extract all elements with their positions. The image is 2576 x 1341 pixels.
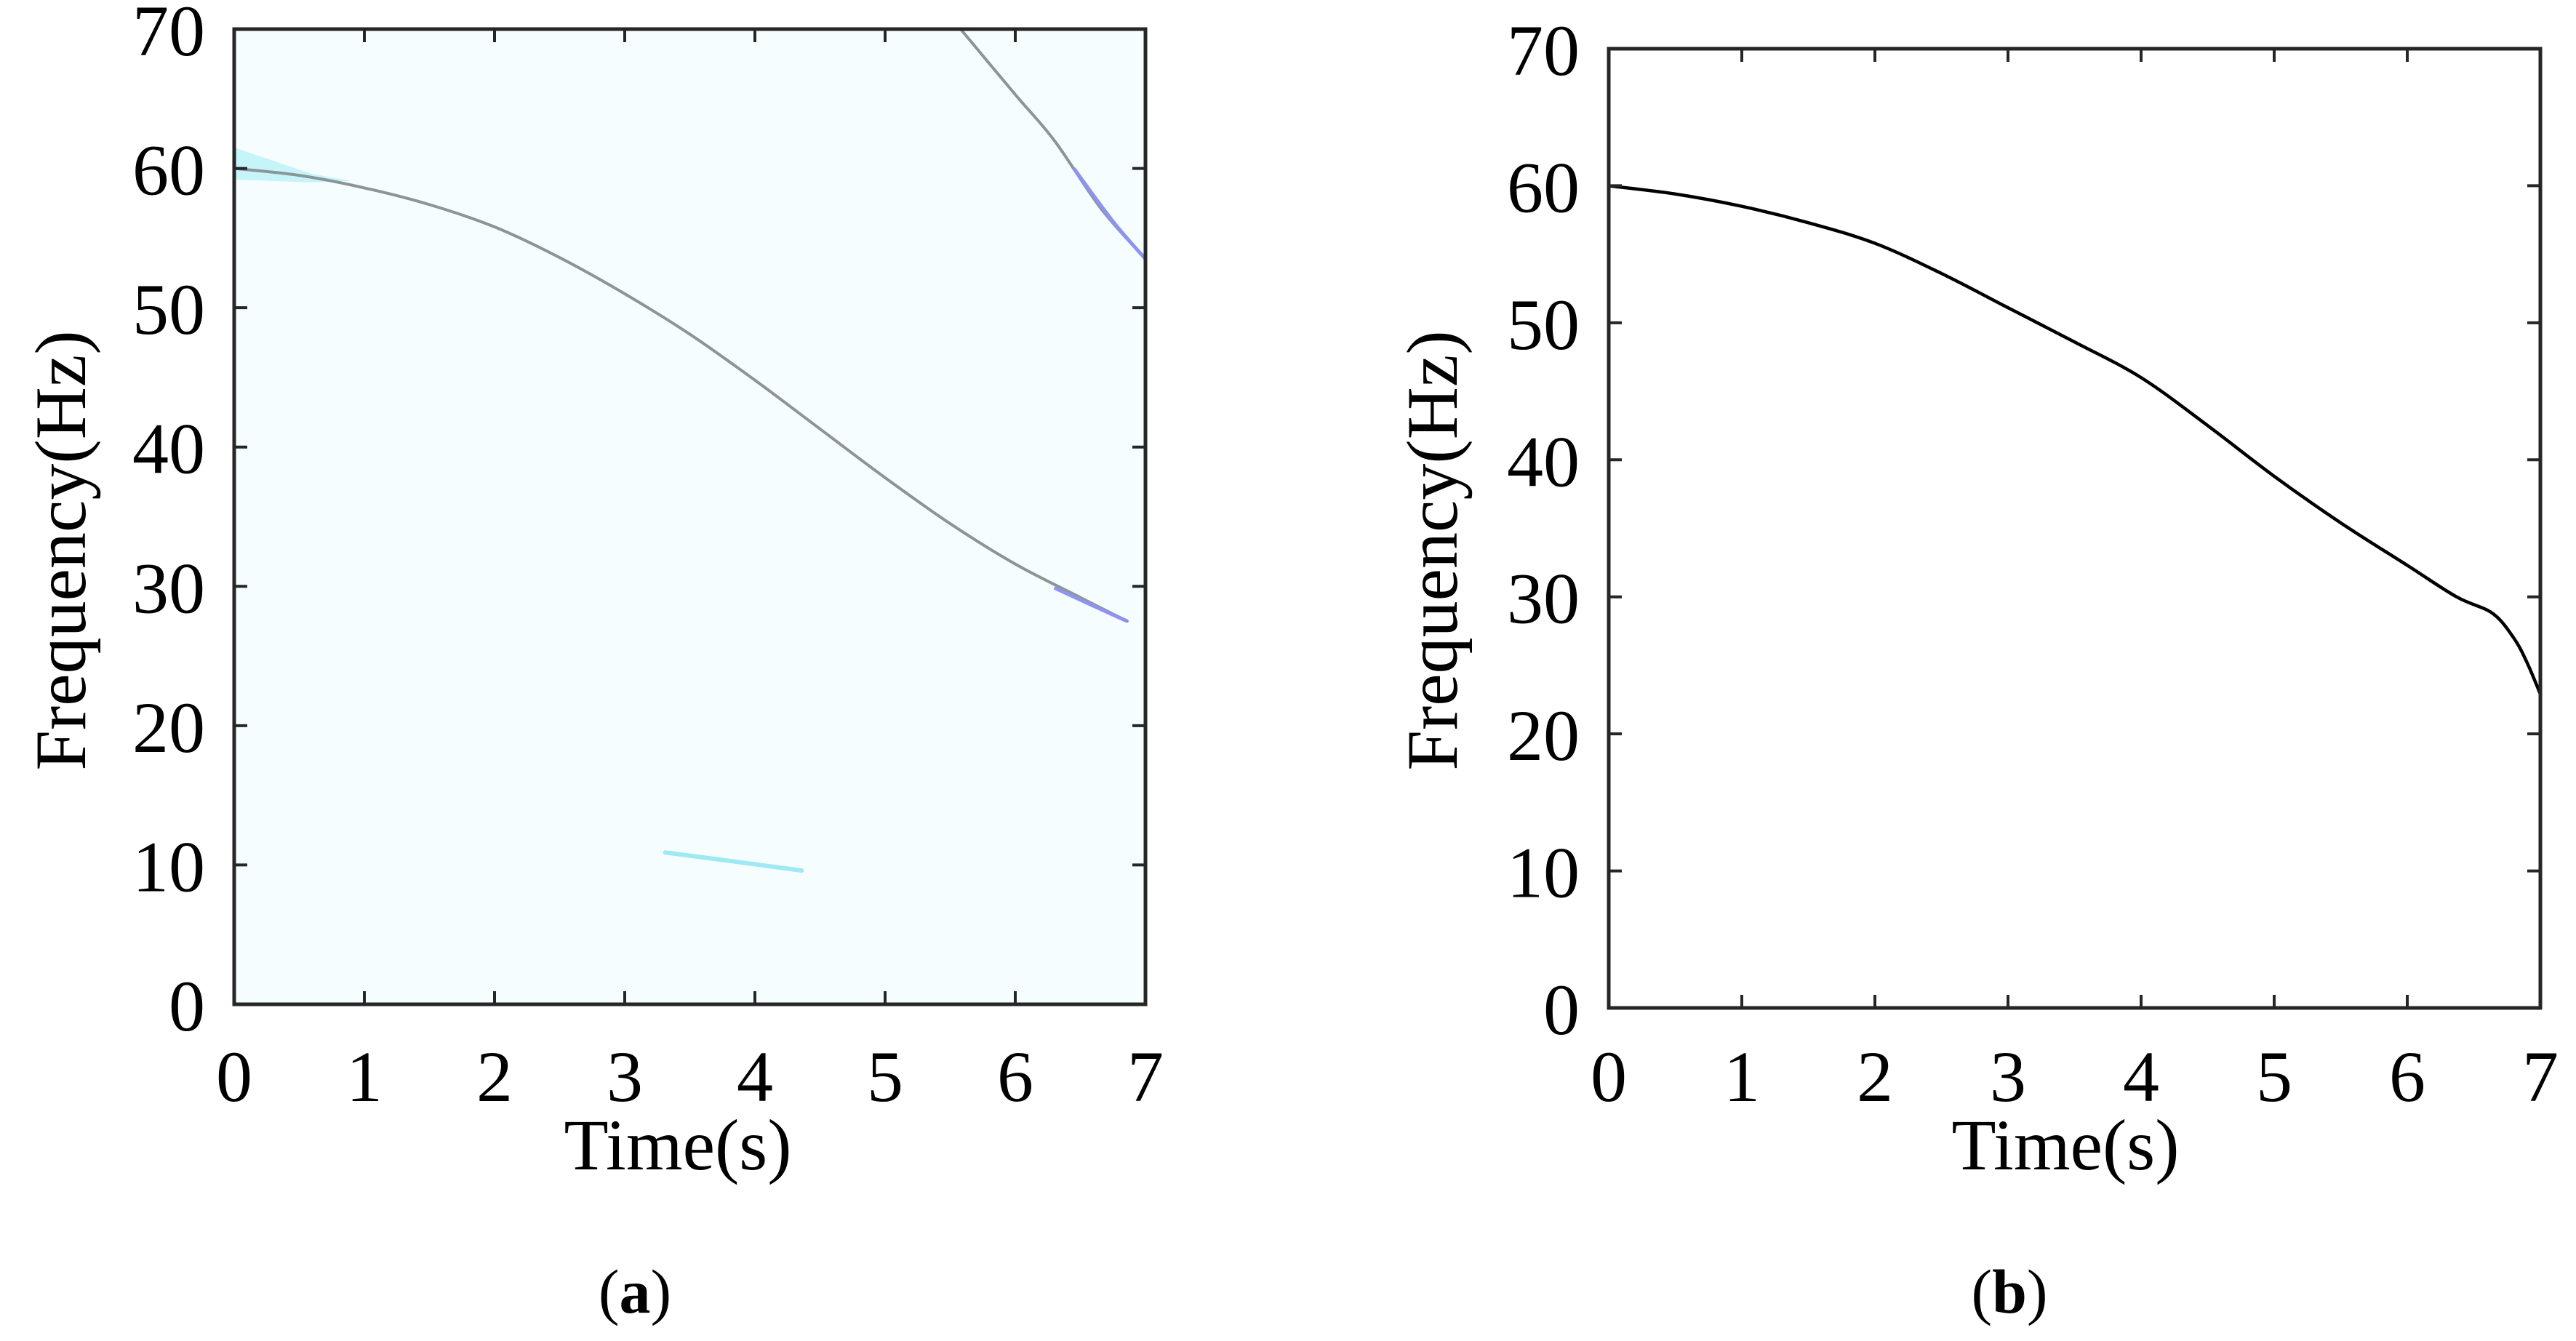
x-tick-label: 6 [997,1036,1033,1117]
spectrogram-ridge [234,167,1129,623]
x-tick-label: 7 [1127,1036,1164,1117]
y-tick-label: 20 [132,687,205,768]
panel-a-data-layer [234,29,1145,873]
panel-b-x-tick-labels: 0 1 2 3 4 5 6 7 [1591,1036,2559,1117]
y-tick-label: 0 [1543,969,1580,1050]
panel-a-caption: (a) [599,1257,671,1326]
y-tick-label: 70 [1507,10,1580,91]
x-tick-label: 1 [1724,1036,1760,1117]
y-tick-label: 40 [132,409,205,489]
panel-b-data-layer [1609,184,2540,695]
y-tick-label: 10 [1507,833,1580,913]
frequency-curve [1609,184,2540,695]
x-tick-label: 0 [216,1036,252,1117]
x-tick-label: 2 [476,1036,513,1117]
ridge-tail-highlight [1053,585,1128,623]
y-tick-label: 20 [1507,695,1580,776]
y-tick-label: 30 [1507,559,1580,639]
panel-b: 0 10 20 30 40 50 60 70 0 1 2 3 4 5 6 7 Frequency(Hz) T… [1392,10,2559,1326]
ridge-tail-highlight [1072,167,1145,260]
caption-open-paren: ( [599,1257,620,1326]
panel-a-caption-letter: a [620,1257,651,1326]
x-tick-label: 2 [1857,1036,1893,1117]
x-tick-label: 5 [867,1036,903,1117]
y-tick-label: 10 [132,826,205,907]
x-tick-label: 1 [346,1036,383,1117]
panel-b-ticks [1609,49,2540,1008]
panel-b-x-axis-label: Time(s) [1951,1105,2179,1185]
y-tick-label: 0 [169,966,205,1046]
spectrogram-ridge [663,850,804,873]
panel-b-axes-frame [1607,47,2543,1010]
panel-b-caption-letter: b [1992,1257,2027,1326]
x-tick-label: 5 [2256,1036,2292,1117]
x-tick-label: 4 [737,1036,773,1117]
x-tick-label: 4 [2123,1036,2159,1117]
panel-a-plot-background [234,29,1145,1004]
panel-b-y-axis-label: Frequency(Hz) [1392,330,1473,770]
panel-a-x-tick-labels: 0 1 2 3 4 5 6 7 [216,1036,1164,1117]
x-tick-label: 7 [2522,1036,2559,1117]
y-tick-label: 50 [1507,284,1580,365]
panel-a-y-tick-labels: 0 10 20 30 40 50 60 70 [132,0,205,1046]
panel-a: 0 10 20 30 40 50 60 70 0 1 2 3 4 5 6 7 Frequency(Hz) T… [20,0,1164,1326]
x-tick-label: 3 [607,1036,643,1117]
x-tick-label: 3 [1990,1036,2026,1117]
y-tick-label: 40 [1507,421,1580,502]
panel-b-caption: (b) [1971,1257,2047,1326]
panel-b-plot-background [1609,49,2540,1008]
panel-b-y-tick-labels: 0 10 20 30 40 50 60 70 [1507,10,1580,1050]
y-tick-label: 60 [1507,147,1580,228]
caption-close-paren: ) [651,1257,672,1326]
y-tick-label: 30 [132,548,205,628]
panel-a-x-axis-label: Time(s) [564,1105,791,1185]
caption-open-paren: ( [1971,1257,1992,1326]
caption-close-paren: ) [2027,1257,2048,1326]
y-tick-label: 60 [132,130,205,211]
y-tick-label: 70 [132,0,205,71]
spectral-energy-smear [234,147,352,183]
panel-a-y-axis-label: Frequency(Hz) [20,330,101,770]
x-tick-label: 6 [2389,1036,2425,1117]
panel-a-axes-frame [232,27,1148,1006]
x-tick-label: 0 [1591,1036,1627,1117]
y-tick-label: 50 [132,269,205,350]
panel-a-ticks [234,29,1145,1004]
